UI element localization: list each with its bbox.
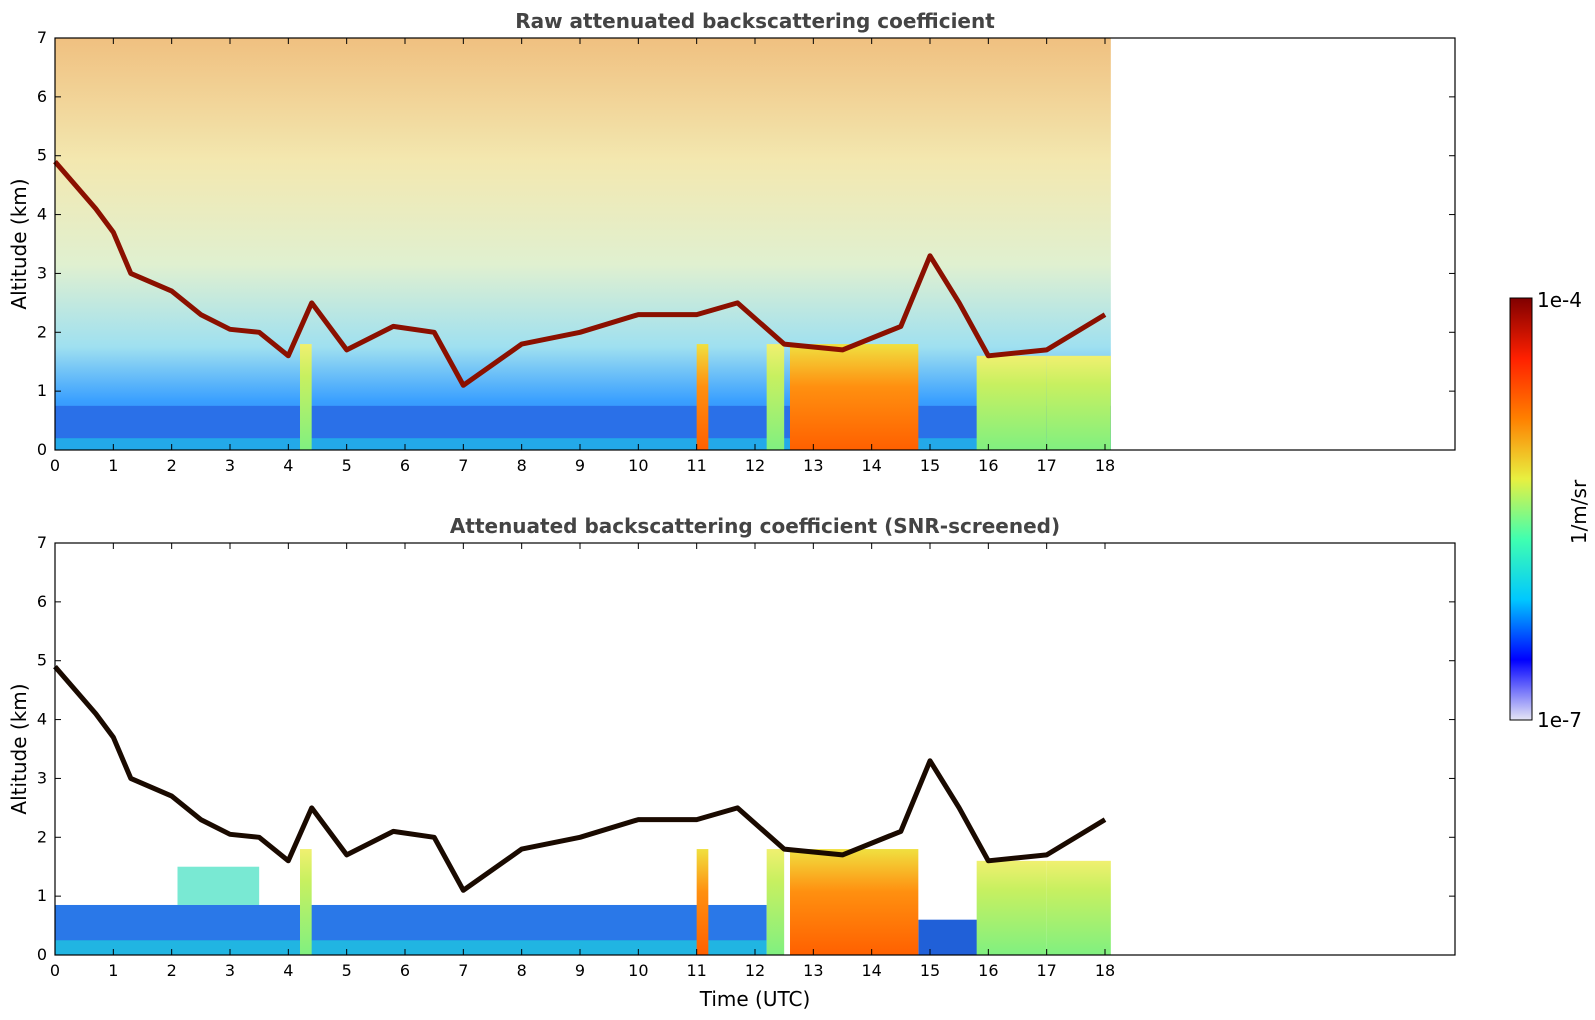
y-axis-ticks: 0 1 2 3 4 5 6 7: [37, 533, 1455, 964]
y-tick-label: 1: [37, 381, 47, 400]
x-tick-label: 17: [1036, 456, 1056, 475]
x-tick-label: 12: [745, 456, 765, 475]
x-tick-label: 6: [400, 961, 410, 980]
x-tick-label: 13: [803, 961, 823, 980]
precipitation-shaft: [766, 849, 785, 955]
x-tick-label: 16: [978, 456, 998, 475]
y-tick-label: 3: [37, 263, 47, 282]
chart-title: Raw attenuated backscattering coefficien…: [515, 9, 995, 33]
colorbar-gradient: [1509, 297, 1533, 721]
x-tick-label: 3: [225, 961, 235, 980]
x-tick-label: 4: [283, 456, 293, 475]
surface-layer: [55, 438, 1111, 450]
x-tick-label: 1: [108, 961, 118, 980]
x-tick-label: 3: [225, 456, 235, 475]
y-tick-label: 4: [37, 205, 47, 224]
heatmap-image: [53, 38, 1111, 450]
y-axis-label: Altitude (km): [7, 178, 31, 309]
raw-backscatter-panel: Raw attenuated backscattering coefficien…: [7, 9, 1456, 475]
precipitation-shaft: [976, 860, 1047, 955]
colorbar-max-label: 1e-4: [1537, 288, 1582, 312]
x-tick-label: 14: [861, 961, 881, 980]
y-tick-label: 1: [37, 886, 47, 905]
x-tick-label: 4: [283, 961, 293, 980]
x-tick-label: 11: [686, 456, 706, 475]
x-axis-ticks: 0 1 2 3 4 5 6 7 8 9 10 11 12 13 14 15 16 17 18: [50, 38, 1115, 475]
y-tick-label: 4: [37, 710, 47, 729]
x-tick-label: 16: [978, 961, 998, 980]
precipitation-shaft: [1046, 355, 1111, 450]
cloud-layer-line: [53, 159, 1107, 388]
x-tick-label: 15: [920, 456, 940, 475]
x-tick-label: 13: [803, 456, 823, 475]
x-tick-label: 8: [517, 456, 527, 475]
x-axis-ticks: 0 1 2 3 4 5 6 7 8 9 10 11 12 13 14 15 16 17 18: [50, 543, 1115, 980]
y-tick-label: 0: [37, 945, 47, 964]
heatmap-image: [53, 664, 1111, 955]
precipitation-shaft: [790, 344, 919, 450]
surface-layer: [55, 940, 767, 955]
x-tick-label: 5: [342, 961, 352, 980]
y-tick-label: 5: [37, 651, 47, 670]
precipitation-shaft: [1046, 860, 1111, 955]
x-tick-label: 9: [575, 961, 585, 980]
y-tick-label: 2: [37, 827, 47, 846]
x-tick-label: 9: [575, 456, 585, 475]
precipitation-shaft: [790, 849, 919, 955]
snr-screened-panel: Attenuated backscattering coefficient (S…: [7, 514, 1456, 1011]
y-axis-label: Altitude (km): [7, 683, 31, 814]
x-tick-label: 15: [920, 961, 940, 980]
y-tick-label: 7: [37, 28, 47, 47]
heatmap-background: [55, 38, 1111, 450]
x-tick-label: 7: [458, 961, 468, 980]
x-tick-label: 10: [628, 961, 648, 980]
plot-frame: [54, 542, 1456, 956]
y-axis-ticks: 0 1 2 3 4 5 6 7: [37, 28, 1455, 459]
chart-title: Attenuated backscattering coefficient (S…: [450, 514, 1060, 538]
x-tick-label: 12: [745, 961, 765, 980]
precipitation-shaft: [976, 355, 1047, 450]
x-tick-label: 0: [50, 456, 60, 475]
x-tick-label: 10: [628, 456, 648, 475]
precipitation-shaft: [766, 344, 785, 450]
x-tick-label: 14: [861, 456, 881, 475]
y-tick-label: 2: [37, 322, 47, 341]
x-tick-label: 18: [1095, 456, 1115, 475]
x-tick-label: 18: [1095, 961, 1115, 980]
y-tick-label: 6: [37, 592, 47, 611]
precipitation-shaft: [696, 344, 709, 450]
precipitation-shaft: [300, 344, 312, 450]
x-tick-label: 6: [400, 456, 410, 475]
x-tick-label: 2: [167, 456, 177, 475]
y-tick-label: 3: [37, 768, 47, 787]
colorbar: 1e-4 1e-7 1/m/sr: [1509, 288, 1591, 732]
x-tick-label: 1: [108, 456, 118, 475]
x-tick-label: 8: [517, 961, 527, 980]
x-tick-label: 7: [458, 456, 468, 475]
colorbar-title: 1/m/sr: [1567, 479, 1591, 544]
x-tick-label: 17: [1036, 961, 1056, 980]
precipitation-shaft: [696, 849, 709, 955]
x-axis-label: Time (UTC): [699, 987, 811, 1011]
x-tick-label: 0: [50, 961, 60, 980]
cloud-layer-line: [53, 664, 1107, 893]
x-tick-label: 11: [686, 961, 706, 980]
y-tick-label: 5: [37, 146, 47, 165]
aerosol-patch: [177, 866, 260, 905]
y-tick-label: 0: [37, 440, 47, 459]
x-tick-label: 2: [167, 961, 177, 980]
colorbar-min-label: 1e-7: [1537, 708, 1582, 732]
y-tick-label: 7: [37, 533, 47, 552]
y-tick-label: 6: [37, 87, 47, 106]
x-tick-label: 5: [342, 456, 352, 475]
precipitation-shaft: [300, 849, 312, 955]
